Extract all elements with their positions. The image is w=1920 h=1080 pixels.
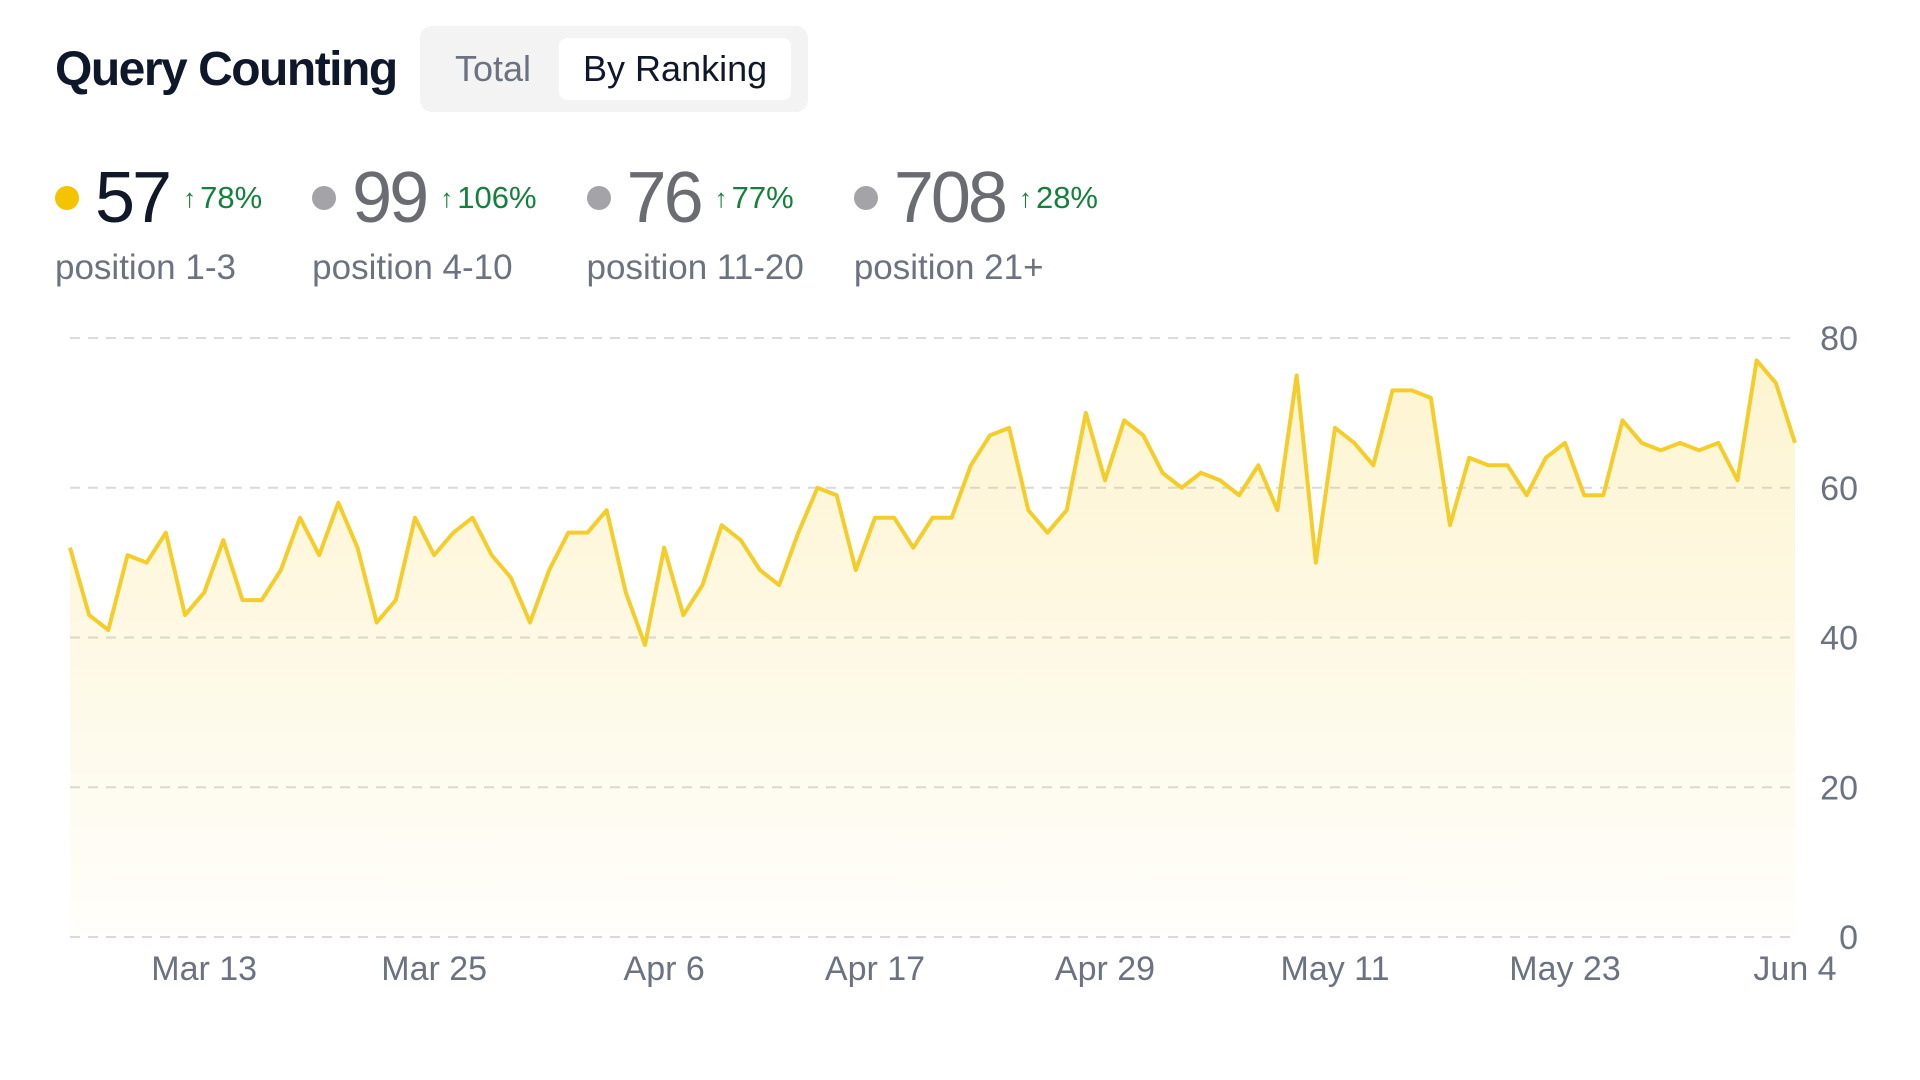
y-tick-label: 60 <box>1820 470 1858 508</box>
tab-by-ranking[interactable]: By Ranking <box>559 38 792 100</box>
series-dot <box>853 186 878 210</box>
arrow-up-icon: ↑ <box>183 182 197 213</box>
stat-label: position 11-20 <box>586 248 804 287</box>
arrow-up-icon: ↑ <box>440 182 454 213</box>
series-dot <box>55 186 79 210</box>
x-tick-label: Mar 13 <box>151 950 257 988</box>
stat-change-value: 78% <box>200 180 263 215</box>
tab-total[interactable]: Total <box>455 48 532 89</box>
y-tick-label: 80 <box>1820 320 1858 358</box>
stat-change-value: 77% <box>731 180 794 215</box>
series-dot <box>586 186 611 210</box>
stat-value: 99 <box>352 158 429 238</box>
stat-position-11-20[interactable]: 76 ↑ 77% position 11-20 <box>586 158 804 288</box>
series-area <box>70 360 1795 937</box>
arrow-up-icon: ↑ <box>1018 182 1032 213</box>
stat-change-value: 106% <box>457 180 537 215</box>
arrow-up-icon: ↑ <box>714 182 728 213</box>
stat-position-1-3[interactable]: 57 ↑ 78% position 1-3 <box>55 160 262 288</box>
stat-change-value: 28% <box>1035 180 1098 215</box>
stat-label: position 21+ <box>853 248 1044 287</box>
y-tick-label: 40 <box>1820 620 1858 658</box>
line-chart: 0 20 40 60 80 Mar 13 Mar 25 Apr 6 Apr 17 Apr 29 Ma… <box>68 320 1858 988</box>
stat-position-21-plus[interactable]: 708 ↑ 28% position 21+ <box>853 158 1098 288</box>
x-tick-label: Mar 25 <box>381 950 487 988</box>
x-tick-label: May 11 <box>1281 950 1390 988</box>
stat-label: position 4-10 <box>312 248 513 287</box>
stat-change: ↑ 28% <box>1019 180 1098 216</box>
stat-change: ↑ 106% <box>440 180 536 216</box>
x-tick-label: Apr 17 <box>825 950 925 988</box>
y-tick-label: 20 <box>1820 769 1858 807</box>
x-tick-label: May 23 <box>1509 950 1621 988</box>
stat-value: 57 <box>95 158 172 238</box>
x-tick-label: Apr 6 <box>624 950 705 988</box>
stat-position-4-10[interactable]: 99 ↑ 106% position 4-10 <box>312 158 537 288</box>
stat-value: 708 <box>893 158 1008 238</box>
stat-label: position 1-3 <box>55 248 236 287</box>
stat-value: 76 <box>626 158 704 238</box>
view-toggle: Total By Ranking <box>420 26 808 112</box>
series-line[interactable] <box>68 358 1797 647</box>
y-tick-label: 0 <box>1839 919 1858 957</box>
stat-change: ↑ 78% <box>183 180 262 216</box>
series-dot <box>312 186 337 210</box>
x-tick-label: Apr 29 <box>1055 950 1155 988</box>
page-title: Query Counting <box>55 43 398 96</box>
stat-change: ↑ 77% <box>715 180 794 216</box>
x-tick-label: Jun 4 <box>1753 950 1836 988</box>
stats-row: 57 ↑ 78% position 1-3 99 ↑ 106% position 4… <box>55 160 1148 288</box>
